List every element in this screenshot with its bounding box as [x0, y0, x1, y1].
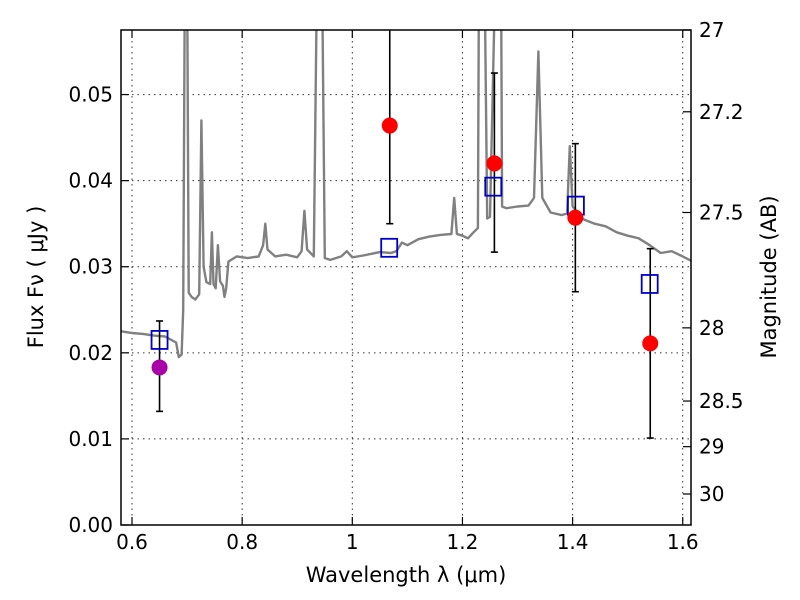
x-tick-label: 0.6 [116, 530, 148, 554]
y-axis-title: Flux Fν ( μJy ) [24, 206, 48, 349]
x-axis-title: Wavelength λ (μm) [306, 563, 507, 587]
y-axis-right-title: Magnitude (AB) [757, 195, 781, 358]
plot-frame [120, 29, 692, 526]
y-tick-label: 0.05 [68, 83, 113, 107]
right-tick-label: 27.2 [699, 100, 744, 124]
synthetic-point [484, 176, 503, 197]
error-bars [150, 30, 659, 439]
x-tick-label: 1.6 [667, 530, 699, 554]
synthetic-point [150, 330, 169, 350]
y-tick-label: 0.02 [68, 341, 113, 365]
right-tick-label: 27.5 [699, 201, 744, 225]
y-tick-label: 0.03 [68, 255, 113, 279]
synthetic-point [640, 274, 659, 294]
model-spectrum-line [121, 30, 691, 359]
right-tick-label: 28 [699, 316, 724, 340]
right-tick-label: 27 [699, 18, 724, 42]
axis-ticks: 0.6 0.8 1 1.2 1.4 1.6 0.00 0.01 0.02 0.03 0.04 0.05… [68, 18, 743, 554]
right-tick-label: 29 [699, 435, 724, 459]
x-tick-label: 1.4 [557, 530, 589, 554]
plot-area [121, 30, 691, 359]
y-tick-label: 0.01 [68, 427, 113, 451]
right-tick-label: 28.5 [699, 389, 744, 413]
x-tick-label: 1.2 [447, 530, 479, 554]
measured-point [151, 359, 168, 376]
measured-point [381, 117, 398, 134]
synthetic-point [380, 237, 399, 258]
measured-point [642, 335, 659, 352]
measured-point [567, 209, 584, 226]
x-tick-label: 1 [346, 530, 359, 554]
y-tick-label: 0.00 [68, 513, 113, 537]
y-tick-label: 0.04 [68, 169, 113, 193]
x-tick-label: 0.8 [226, 530, 258, 554]
measured-point [486, 155, 503, 172]
right-tick-label: 30 [699, 482, 724, 506]
